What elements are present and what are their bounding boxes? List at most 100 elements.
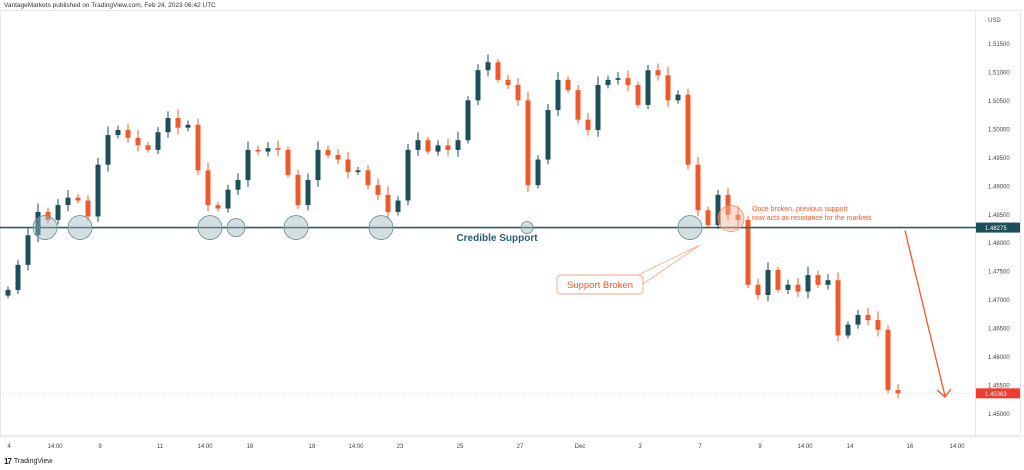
candle [845,321,851,339]
candle [235,173,241,196]
candle [285,146,291,178]
candle [375,178,381,201]
candle-body [755,284,761,296]
support-touch-circle [197,215,223,240]
candle-body [775,269,781,290]
candles [5,54,901,399]
candle-body [685,94,691,165]
time-tick-label: 14:00 [197,444,213,450]
candle [35,203,41,243]
candle [365,165,371,190]
time-tick-label: 11 [157,444,164,450]
arrow-head-icon [936,388,952,398]
candle-body [205,170,211,206]
candle-body [125,129,131,138]
candle [885,325,891,394]
candle [725,188,731,221]
candle-body [175,117,181,128]
candle [625,70,631,92]
candle [155,127,161,154]
candle [505,74,511,90]
candle-body [515,84,521,101]
candle [585,112,591,136]
candle [715,189,721,230]
time-tick-label: 16 [907,444,914,450]
candle [655,63,661,81]
candle-body [545,110,551,160]
candle-body [465,100,471,141]
candle [185,120,191,132]
candle-body [585,119,591,130]
candle-body [455,140,461,150]
candle-body [485,62,491,71]
price-tick-label: 1.51500 [988,42,1010,48]
candle-body [145,145,151,150]
price-tick-label: 1.49000 [988,184,1010,190]
candle [175,109,181,135]
candle [255,145,261,155]
candle [215,201,221,212]
candle [345,151,351,179]
price-tick-label: 1.46500 [988,327,1010,333]
price-tick-label: 1.46000 [988,355,1010,361]
candle [355,166,361,175]
candle-body [645,70,651,105]
candle-body [795,284,801,292]
candle [225,184,231,213]
candle [165,111,171,138]
candle [645,65,651,110]
candle [635,81,641,108]
candle-body [505,79,511,85]
candle [795,277,801,298]
candle-body [195,124,201,171]
candle [395,196,401,216]
time-tick-label: 14:00 [47,444,63,450]
candle [405,143,411,206]
support-broken-pointer [629,244,701,287]
time-tick-label: 16 [247,444,254,450]
candle-body [725,194,731,215]
candle-body [375,185,381,195]
candle [385,186,391,219]
candle [495,58,501,83]
candle [535,155,541,189]
candle [825,274,831,290]
candle [335,149,341,165]
candle-body [15,264,21,290]
candle [445,138,451,156]
candle [415,132,421,157]
candle [755,278,761,300]
logo-text: TradingView [13,458,53,465]
candle-body [85,200,91,217]
candle-body [785,284,791,290]
support-price-badge [976,222,1020,233]
candle-body [765,269,771,296]
candle [105,126,111,172]
time-tick-label: 14:00 [348,444,364,450]
last-price-badge [976,388,1020,399]
candle [785,279,791,294]
candle-body [815,275,821,285]
candle-body [215,205,221,209]
candle [455,131,461,157]
tradingview-logo[interactable]: 17 TradingView [4,457,52,466]
candle-body [235,180,241,190]
candle [835,272,841,342]
candle-body [345,159,351,173]
candle [695,156,701,217]
candle [85,195,91,221]
candle [895,384,901,399]
candle [855,309,861,329]
candle-body [475,70,481,101]
candle-body [5,289,11,296]
candle-body [275,148,281,150]
support-touch-circle [32,215,58,240]
support-touch-circle [677,215,703,240]
support-touch-circle [368,215,394,240]
candle-body [615,78,621,80]
price-tick-label: 1.50000 [988,127,1010,133]
candle [685,88,691,170]
time-tick-label: 7 [698,444,702,450]
candle-body [875,320,881,330]
